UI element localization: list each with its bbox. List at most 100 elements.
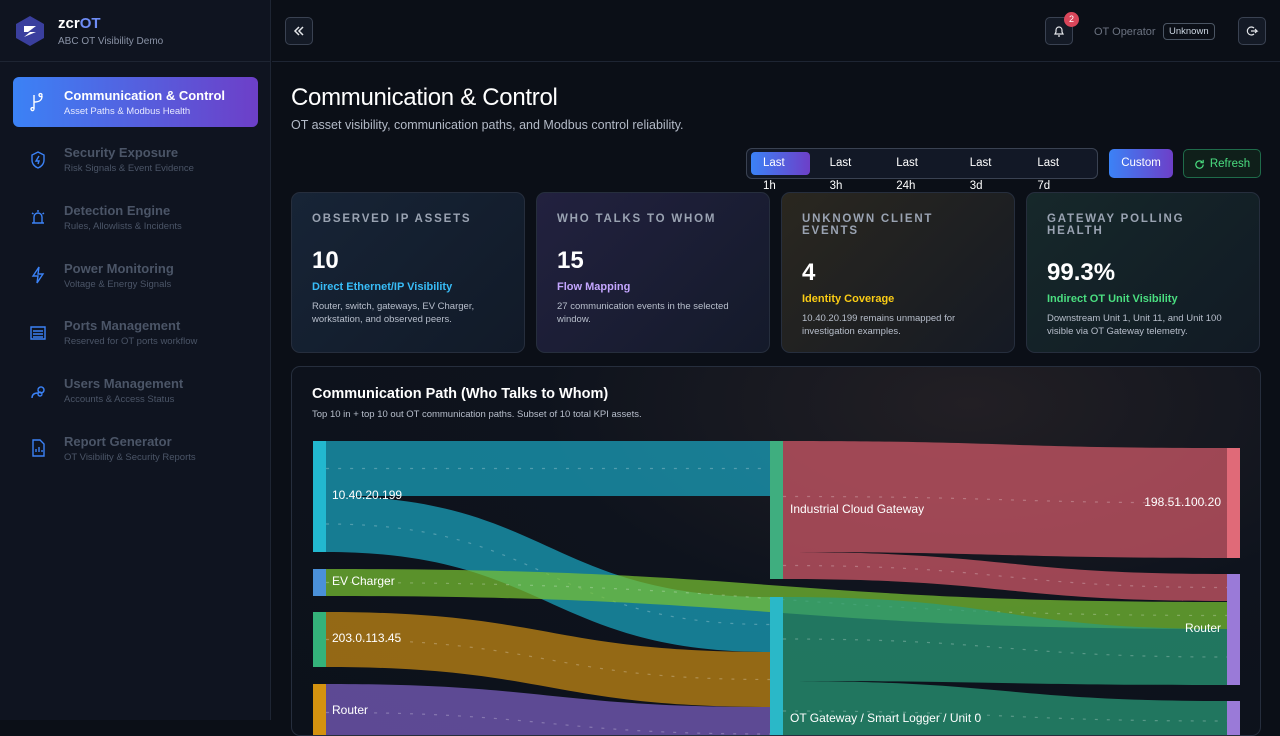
kpi-subtitle: Indirect OT Unit Visibility [1047, 293, 1178, 305]
nav-title: Power Monitoring [64, 260, 174, 276]
nav-title: Detection Engine [64, 202, 171, 218]
kpi-label: GATEWAY POLLING HEALTH [1047, 213, 1185, 237]
sankey-source-label: 10.40.20.199 [332, 488, 402, 502]
sankey-source-label: 203.0.113.45 [332, 631, 402, 645]
nav-icon-path [32, 439, 45, 457]
sankey-hub-label: Industrial Cloud Gateway [790, 502, 924, 516]
kpi-value: 15 [557, 247, 584, 274]
nav-icon-path [31, 266, 45, 284]
refresh-label: Refresh [1209, 158, 1251, 170]
brand-name: zcrOT [58, 15, 163, 32]
user-status: Unknown [1163, 23, 1215, 40]
time-range-option[interactable]: Last 7d [1037, 157, 1060, 192]
nav-icon [31, 150, 45, 169]
notification-badge: 2 [1064, 12, 1079, 27]
kpi-description: 10.40.20.199 remains unmapped for invest… [802, 313, 956, 337]
sankey-title: Communication Path (Who Talks to Whom) [312, 386, 609, 402]
refresh-button[interactable]: Refresh [1183, 149, 1261, 178]
kpi-card: UNKNOWN CLIENT EVENTS 4 Identity Coverage 1… [781, 192, 1015, 353]
refresh-icon [1195, 159, 1204, 169]
nav-text: Users Management Accounts & Access Status [64, 376, 183, 405]
kpi-subtitle: Direct Ethernet/IP Visibility [312, 281, 453, 293]
nav-subtitle: Rules, Allowlists & Incidents [64, 220, 182, 232]
nav-icon-path [31, 210, 45, 225]
kpi-card: GATEWAY POLLING HEALTH 99.3% Indirect OT U… [1026, 192, 1260, 353]
kpi-value: 99.3% [1047, 259, 1116, 286]
nav-title: Report Generator [64, 433, 172, 449]
nav-item[interactable]: Communication & Control Asset Paths & Mod… [13, 77, 258, 127]
logo [16, 15, 44, 46]
kpi-label: OBSERVED IP ASSETS [312, 213, 472, 225]
nav-text: Communication & Control Asset Paths & Mod… [64, 88, 225, 117]
nav-item[interactable]: Security Exposure Risk Signals & Event Ev… [13, 135, 258, 185]
nav-item[interactable]: Power Monitoring Voltage & Energy Signals [13, 250, 258, 300]
sankey-flow [783, 681, 1227, 735]
sankey-node [313, 569, 326, 596]
nav-subtitle: Accounts & Access Status [64, 394, 175, 405]
sankey-subtitle: Top 10 in + top 10 out OT communication … [312, 409, 642, 420]
collapse-button[interactable] [285, 17, 313, 45]
kpi-subtitle: Flow Mapping [557, 281, 631, 293]
nav-title: Security Exposure [64, 145, 179, 161]
nav-text: Report Generator OT Visibility & Security… [64, 434, 196, 463]
sankey-target-label: 198.51.100.20 [1144, 495, 1221, 509]
nav-title: Communication & Control [64, 87, 226, 103]
kpi-label: WHO TALKS TO WHOM [557, 213, 717, 225]
nav-item[interactable]: Report Generator OT Visibility & Security… [13, 423, 258, 473]
nav-subtitle: Risk Signals & Event Evidence [64, 163, 194, 175]
nav-icon [32, 439, 45, 457]
top-bar [272, 0, 1280, 62]
nav-item[interactable]: Detection Engine Rules, Allowlists & Inci… [13, 192, 258, 242]
nav-text: Detection Engine Rules, Allowlists & Inci… [64, 203, 182, 232]
time-range-option[interactable]: Last 1h [751, 152, 810, 192]
sankey-node [770, 441, 783, 579]
sankey-node [1227, 574, 1240, 685]
sankey-flow [783, 552, 1227, 601]
sankey-flow [326, 441, 770, 496]
nav-subtitle: Voltage & Energy Signals [64, 278, 172, 290]
sankey-flow-dash [325, 581, 1228, 617]
sidebar: zcrOT ABC OT Visibility Demo Communicati… [0, 0, 271, 720]
nav-subtitle: Asset Paths & Modbus Health [64, 105, 191, 117]
nav-text: Security Exposure Risk Signals & Event Ev… [64, 145, 194, 174]
time-range-option[interactable]: Last 24h [896, 157, 918, 192]
sankey-node [1227, 701, 1240, 735]
nav-icon [31, 266, 45, 284]
sankey-node [313, 612, 326, 667]
sankey-node [1227, 448, 1240, 558]
time-range-option[interactable]: Last 3h [829, 157, 852, 192]
logout-button[interactable] [1238, 17, 1266, 45]
brand-suffix: OT [79, 14, 101, 32]
page-subtitle: OT asset visibility, communication paths… [291, 118, 684, 132]
nav-icon [30, 326, 46, 340]
sankey-target-label: Router [1185, 621, 1221, 635]
sankey-flow [326, 612, 770, 707]
nav-text: Power Monitoring Voltage & Energy Signals [64, 261, 174, 290]
kpi-value: 10 [312, 247, 339, 274]
kpi-card: OBSERVED IP ASSETS 10 Direct Ethernet/IP V… [291, 192, 525, 353]
kpi-value: 4 [802, 259, 816, 286]
sankey-diagram: 10.40.20.199 EV Charger 203.0.113.45 Router… [313, 441, 1240, 735]
nav-icon [31, 385, 45, 398]
nav-icon [30, 92, 43, 112]
sankey-panel: Communication Path (Who Talks to Whom) T… [291, 366, 1261, 736]
sankey-node [313, 441, 326, 552]
custom-button[interactable]: Custom [1109, 149, 1173, 178]
nav-icon-path [31, 385, 45, 398]
time-range-option[interactable]: Last 3d [969, 157, 992, 192]
kpi-description: Router, switch, gateways, EV Charger, wo… [312, 301, 475, 325]
nav-icon [31, 210, 45, 225]
collapse-icon [293, 26, 304, 36]
nav-subtitle: Reserved for OT ports workflow [64, 336, 198, 348]
nav-text: Ports Management Reserved for OT ports wo… [64, 318, 197, 347]
nav-item[interactable]: Users Management Accounts & Access Status [13, 366, 258, 416]
time-range-group: Last 1h Last 3h Last 24h Last 3d Last 7d [746, 148, 1098, 192]
kpi-description: 27 communication events in the selected … [557, 301, 729, 325]
brand: zcrOT ABC OT Visibility Demo [0, 0, 270, 62]
nav-title: Ports Management [64, 318, 181, 334]
nav-item[interactable]: Ports Management Reserved for OT ports wo… [13, 308, 258, 358]
kpi-description: Downstream Unit 1, Unit 11, and Unit 100… [1047, 313, 1222, 337]
sankey-flow [783, 441, 1227, 558]
sankey-source-label: Router [332, 703, 368, 717]
